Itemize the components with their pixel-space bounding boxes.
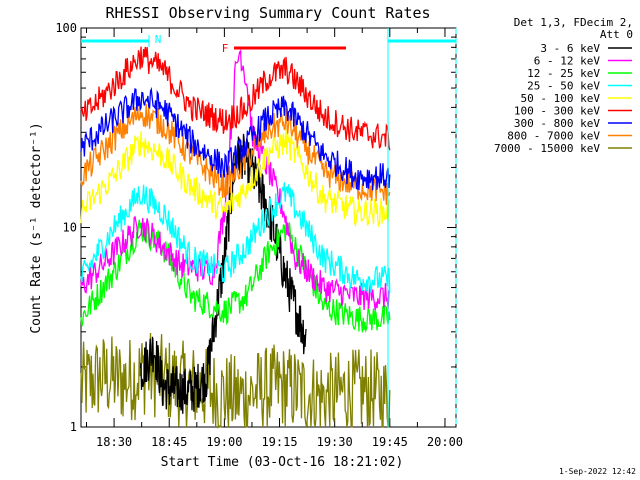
series-layer [80, 46, 391, 430]
legend-label: 12 - 25 keV [527, 67, 600, 80]
series-line-6 [80, 86, 391, 191]
legend-label: 25 - 50 keV [527, 80, 600, 93]
series-line-3 [80, 182, 391, 293]
x-tick-label: 19:30 [317, 435, 353, 449]
legend-label: 100 - 300 keV [514, 105, 600, 118]
x-tick-label: 19:45 [372, 435, 408, 449]
flare-marker: F [222, 42, 346, 55]
legend-header-line-2: Att 0 [600, 28, 633, 41]
series-line-4 [80, 128, 391, 228]
x-tick-label: 19:00 [206, 435, 242, 449]
footer-date: 1-Sep-2022 12:42 [559, 467, 636, 476]
legend-label: 50 - 100 keV [521, 92, 601, 105]
y-tick-label: 1 [70, 420, 77, 434]
series-line-5 [80, 46, 391, 151]
night-bars: N [81, 28, 457, 427]
series-line-1 [80, 49, 391, 311]
series-line-8 [80, 332, 391, 430]
y-axis-label: Count Rate (s⁻¹ detector⁻¹) [29, 122, 44, 333]
legend-label: 7000 - 15000 keV [494, 142, 600, 155]
y-tick-label: 10 [63, 221, 77, 235]
x-tick-label: 20:00 [427, 435, 463, 449]
legend-label: 800 - 7000 keV [507, 130, 600, 143]
x-axis: 18:30 18:45 19:00 19:15 19:30 19:45 20:00 [86, 28, 463, 449]
legend-label: 3 - 6 keV [540, 42, 600, 55]
flare-label: F [222, 42, 229, 55]
y-tick-label: 100 [55, 21, 77, 35]
legend-label: 300 - 800 keV [514, 117, 600, 130]
legend-header-line-1: Det 1,3, FDecim 2, [514, 16, 633, 29]
x-tick-label: 18:45 [151, 435, 187, 449]
x-tick-label: 18:30 [96, 435, 132, 449]
x-axis-label: Start Time (03-Oct-16 18:21:02) [161, 455, 404, 470]
chart-title: RHESSI Observing Summary Count Rates [105, 4, 430, 22]
night-label: N [155, 33, 162, 46]
x-tick-label: 19:15 [261, 435, 297, 449]
legend-label: 6 - 12 keV [534, 55, 601, 68]
